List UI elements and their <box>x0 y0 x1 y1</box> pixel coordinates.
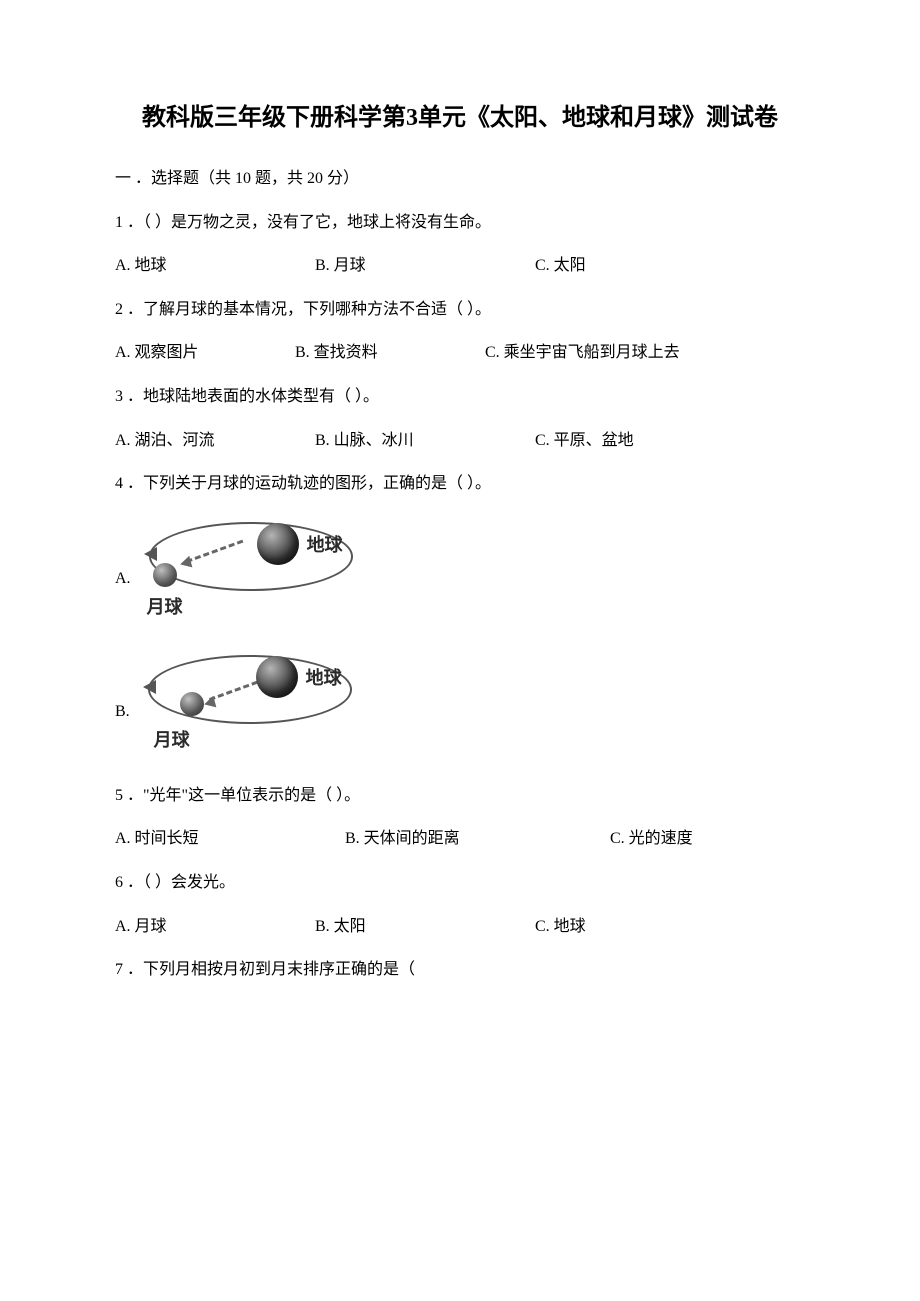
connector-arrow-icon <box>202 696 216 710</box>
question-2: 2 ．了解月球的基本情况，下列哪种方法不合适（ ）。 <box>115 297 805 323</box>
q5-option-a: A. 时间长短 <box>115 826 345 852</box>
question-4: 4 ．下列关于月球的运动轨迹的图形，正确的是（ ）。 <box>115 471 805 497</box>
q4-option-a-container: A. 地球 月球 <box>115 517 805 622</box>
question-1: 1 ．（ ）是万物之灵，没有了它，地球上将没有生命。 <box>115 210 805 236</box>
exam-title: 教科版三年级下册科学第3单元《太阳、地球和月球》测试卷 <box>115 100 805 136</box>
section-1-header: 一 ．选择题（共 10 题，共 20 分） <box>115 166 805 192</box>
question-6-options: A. 月球 B. 太阳 C. 地球 <box>115 914 805 940</box>
q3-option-b: B. 山脉、冰川 <box>315 428 535 454</box>
q4-option-a-letter: A. <box>115 566 131 622</box>
q1-option-c: C. 太阳 <box>535 253 805 279</box>
orbit-arrow-icon <box>144 547 157 561</box>
question-1-options: A. 地球 B. 月球 C. 太阳 <box>115 253 805 279</box>
question-2-options: A. 观察图片 B. 查找资料 C. 乘坐宇宙飞船到月球上去 <box>115 340 805 366</box>
q2-option-c: C. 乘坐宇宙飞船到月球上去 <box>485 340 805 366</box>
q4-option-b-letter: B. <box>115 699 130 755</box>
earth-icon <box>257 523 299 565</box>
question-3: 3 ．地球陆地表面的水体类型有（ ）。 <box>115 384 805 410</box>
moon-icon <box>180 692 204 716</box>
question-6: 6 ．（ ）会发光。 <box>115 870 805 896</box>
q5-option-c: C. 光的速度 <box>610 826 805 852</box>
q6-option-b: B. 太阳 <box>315 914 535 940</box>
q3-option-a: A. 湖泊、河流 <box>115 428 315 454</box>
q6-option-a: A. 月球 <box>115 914 315 940</box>
earth-label-a: 地球 <box>307 531 343 560</box>
moon-icon <box>153 563 177 587</box>
q2-option-b: B. 查找资料 <box>295 340 485 366</box>
q2-option-a: A. 观察图片 <box>115 340 295 366</box>
q3-option-c: C. 平原、盆地 <box>535 428 805 454</box>
moon-label-a: 月球 <box>147 593 183 622</box>
question-5-options: A. 时间长短 B. 天体间的距离 C. 光的速度 <box>115 826 805 852</box>
q5-option-b: B. 天体间的距离 <box>345 826 610 852</box>
q6-option-c: C. 地球 <box>535 914 805 940</box>
earth-label-b: 地球 <box>306 664 342 693</box>
orbit-diagram-a: 地球 月球 <box>139 517 369 622</box>
earth-icon <box>256 656 298 698</box>
orbit-diagram-b: 地球 月球 <box>138 650 368 755</box>
question-7: 7 ．下列月相按月初到月末排序正确的是（ <box>115 957 805 983</box>
question-5: 5 ．"光年"这一单位表示的是（ ）。 <box>115 783 805 809</box>
q1-option-b: B. 月球 <box>315 253 535 279</box>
connector-arrow-icon <box>178 556 192 570</box>
orbit-arrow-icon <box>143 680 156 694</box>
q4-option-b-container: B. 地球 月球 <box>115 650 805 755</box>
moon-label-b: 月球 <box>154 726 190 755</box>
q1-option-a: A. 地球 <box>115 253 315 279</box>
question-3-options: A. 湖泊、河流 B. 山脉、冰川 C. 平原、盆地 <box>115 428 805 454</box>
